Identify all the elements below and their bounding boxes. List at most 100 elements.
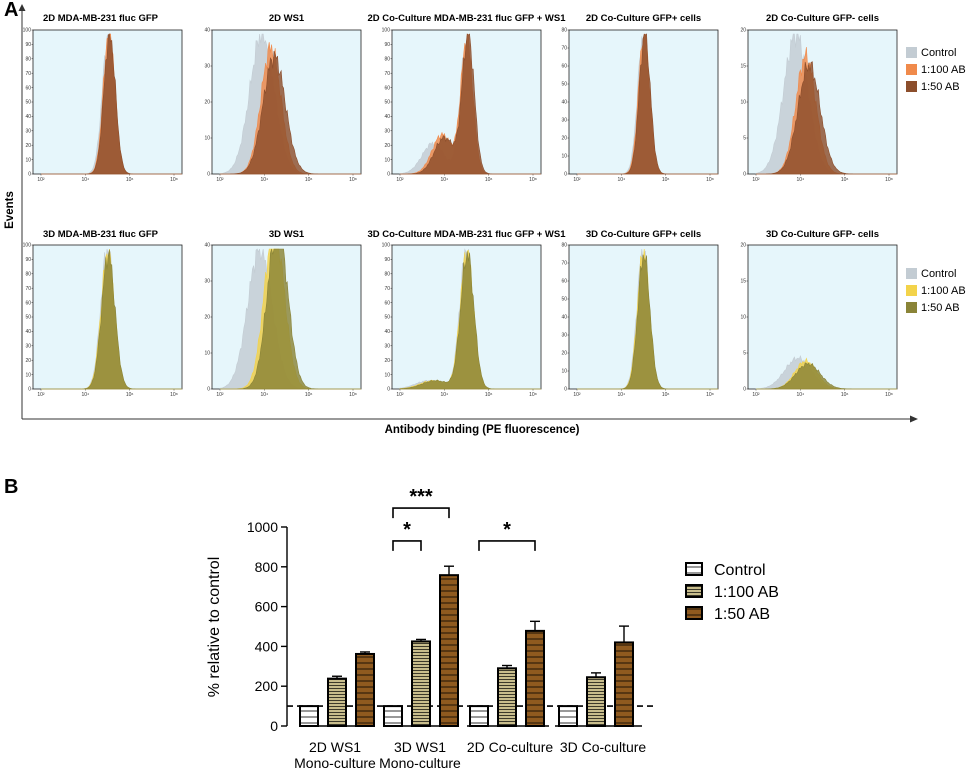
histogram-y-tick-label: 40 xyxy=(204,243,210,249)
histogram-x-tick-label: 10⁴ xyxy=(440,177,448,183)
histogram-y-tick-label: 40 xyxy=(25,114,31,120)
histogram-y-tick-label: 0 xyxy=(207,387,210,393)
histogram-y-tick-label: 30 xyxy=(561,118,567,124)
histogram-y-tick-label: 10 xyxy=(25,157,31,163)
histogram-y-tick-label: 30 xyxy=(384,344,390,350)
events-axis-arrow-icon xyxy=(18,4,26,11)
histogram-y-tick-label: 15 xyxy=(740,279,746,285)
histogram-y-tick-label: 10 xyxy=(740,315,746,321)
histogram-title: 2D Co-Culture GFP+ cells xyxy=(586,13,701,24)
bar-y-tick-label: 0 xyxy=(270,718,278,734)
histogram-x-tick-label: 10² xyxy=(216,392,224,398)
histogram-y-tick-label: 0 xyxy=(564,172,567,178)
bar-pattern-2-1 xyxy=(440,575,458,726)
histogram-x-tick-label: 10⁸ xyxy=(885,177,893,183)
histogram-title: 3D Co-Culture GFP+ cells xyxy=(586,229,701,240)
category-label: 2D WS1 xyxy=(309,739,361,755)
histogram-x-tick-label: 10² xyxy=(752,392,760,398)
histogram-y-tick-label: 80 xyxy=(561,243,567,249)
histogram-y-tick-label: 0 xyxy=(28,172,31,178)
histogram-y-tick-label: 10 xyxy=(384,157,390,163)
histogram-y-tick-label: 20 xyxy=(25,143,31,149)
histogram-x-tick-label: 10⁸ xyxy=(529,392,537,398)
histogram-x-tick-label: 10⁶ xyxy=(662,177,670,183)
histogram-y-tick-label: 70 xyxy=(25,286,31,292)
histogram-y-tick-label: 80 xyxy=(384,272,390,278)
histogram-y-tick-label: 20 xyxy=(740,243,746,249)
bar-legend-pattern xyxy=(686,607,702,619)
histogram-y-tick-label: 80 xyxy=(25,272,31,278)
histogram-title: 3D Co-Culture GFP- cells xyxy=(766,229,879,240)
histogram-y-tick-label: 30 xyxy=(204,279,210,285)
fluorescence-axis-arrow-icon xyxy=(910,415,918,423)
histogram-title: 2D Co-Culture GFP- cells xyxy=(766,13,879,24)
histogram-y-tick-label: 90 xyxy=(384,257,390,263)
histogram-y-tick-label: 0 xyxy=(387,172,390,178)
histogram-x-tick-label: 10⁶ xyxy=(662,392,670,398)
histogram-x-tick-label: 10⁸ xyxy=(706,177,714,183)
histogram-y-tick-label: 40 xyxy=(561,315,567,321)
category-label: Mono-culture xyxy=(379,755,461,769)
bar-pattern-2-0 xyxy=(356,653,374,726)
histogram-x-tick-label: 10² xyxy=(573,392,581,398)
histogram-x-tick-label: 10⁴ xyxy=(617,392,625,398)
histogram-y-tick-label: 100 xyxy=(23,243,32,249)
histogram-legend-swatch xyxy=(906,302,917,313)
histogram-y-tick-label: 10 xyxy=(740,100,746,106)
histogram-y-tick-label: 100 xyxy=(23,28,32,34)
histogram-y-tick-label: 30 xyxy=(204,64,210,70)
histogram-x-tick-label: 10⁶ xyxy=(126,392,134,398)
histogram-y-tick-label: 70 xyxy=(561,261,567,267)
histogram-y-tick-label: 90 xyxy=(25,257,31,263)
histogram-y-tick-label: 10 xyxy=(561,154,567,160)
histogram-curve-ab50 xyxy=(400,33,541,175)
panel-a-y-title: Events xyxy=(4,191,16,229)
bar-pattern-1-0 xyxy=(328,678,346,726)
histogram-y-tick-label: 40 xyxy=(204,28,210,34)
histogram-x-tick-label: 10² xyxy=(37,177,45,183)
histogram-x-tick-label: 10⁴ xyxy=(617,177,625,183)
histogram-y-tick-label: 50 xyxy=(384,100,390,106)
histogram-x-tick-label: 10² xyxy=(37,392,45,398)
histogram-plot-area xyxy=(747,244,898,390)
bar-legend-label: Control xyxy=(714,562,766,579)
histogram-y-tick-label: 10 xyxy=(384,372,390,378)
histogram-y-tick-label: 10 xyxy=(204,351,210,357)
histogram-y-tick-label: 90 xyxy=(384,42,390,48)
histogram-title: 2D Co-Culture MDA-MB-231 fluc GFP + WS1 xyxy=(367,13,566,24)
histogram-title: 3D Co-Culture MDA-MB-231 fluc GFP + WS1 xyxy=(367,229,566,240)
panel-a-label: A xyxy=(4,0,18,21)
histogram-x-tick-label: 10⁶ xyxy=(305,392,313,398)
histogram-y-tick-label: 30 xyxy=(384,129,390,135)
histogram-y-tick-label: 80 xyxy=(561,28,567,34)
histogram-x-tick-label: 10⁴ xyxy=(440,392,448,398)
histogram-legend-swatch xyxy=(906,64,917,75)
histogram-y-tick-label: 60 xyxy=(25,300,31,306)
category-label: Mono-culture xyxy=(294,755,376,769)
histogram-y-tick-label: 20 xyxy=(561,136,567,142)
histogram-x-tick-label: 10⁴ xyxy=(796,392,804,398)
histogram-x-tick-label: 10⁶ xyxy=(305,177,313,183)
histogram-y-tick-label: 80 xyxy=(25,57,31,63)
bar-y-tick-label: 200 xyxy=(255,678,279,694)
histogram-y-tick-label: 30 xyxy=(25,129,31,135)
histogram-legend-swatch xyxy=(906,285,917,296)
histogram-legend-label: 1:100 AB xyxy=(921,285,966,297)
category-label: 3D WS1 xyxy=(394,739,446,755)
histogram-x-tick-label: 10⁴ xyxy=(260,392,268,398)
histogram-y-tick-label: 50 xyxy=(25,100,31,106)
histogram-y-tick-label: 70 xyxy=(384,286,390,292)
histogram-y-tick-label: 0 xyxy=(207,172,210,178)
histogram-x-tick-label: 10⁸ xyxy=(349,392,357,398)
histogram-curve-ab50 xyxy=(220,248,361,390)
histogram-y-tick-label: 60 xyxy=(25,85,31,91)
bar-pattern-0-3 xyxy=(559,706,577,726)
histogram-y-tick-label: 100 xyxy=(382,243,391,249)
histogram-y-tick-label: 50 xyxy=(25,315,31,321)
histogram-title: 2D WS1 xyxy=(269,13,305,24)
histogram-x-tick-label: 10⁶ xyxy=(485,177,493,183)
histogram-y-tick-label: 80 xyxy=(384,57,390,63)
histogram-x-tick-label: 10⁴ xyxy=(81,392,89,398)
